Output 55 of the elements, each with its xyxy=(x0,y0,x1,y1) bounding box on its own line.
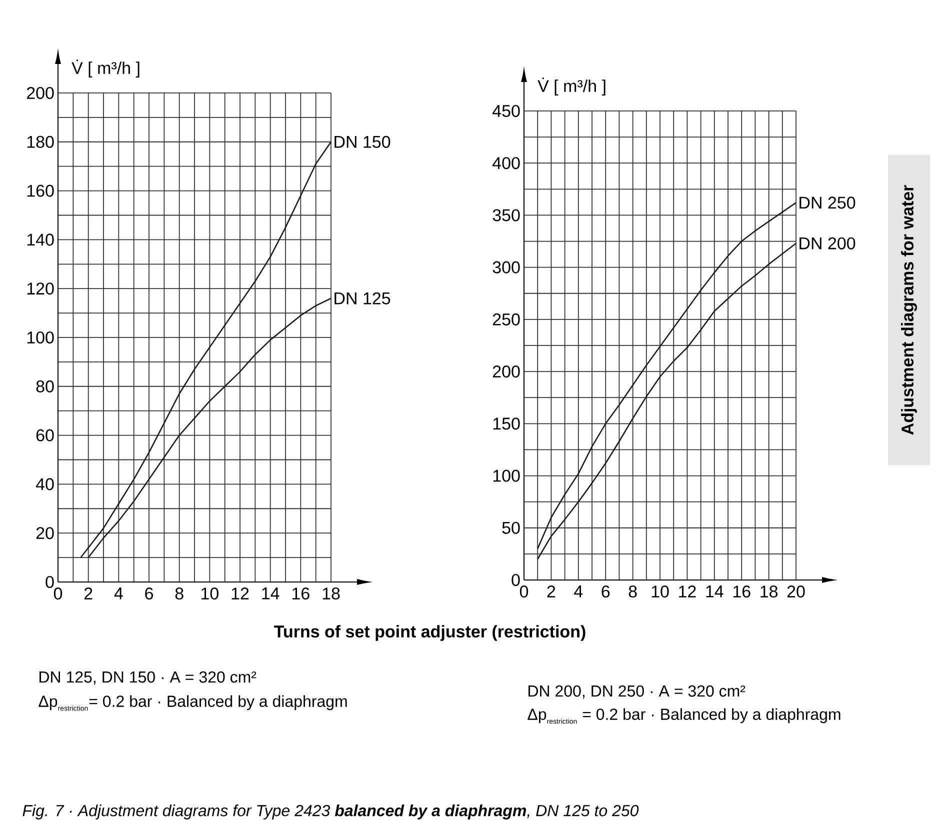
x-tick-label: 6 xyxy=(145,588,153,600)
text: $\mbox{Δp}_{\mbox{\scriptsize restriction}}\mbox{ = 0.2 bar · Balanced by a diaphragm}$ xyxy=(528,708,840,724)
y-tick-label: 50 xyxy=(502,522,520,534)
x-tick-label: 4 xyxy=(114,588,123,600)
y-tick-label: 400 xyxy=(492,157,520,170)
text: DN 125, DN 150 · A = 320 cm² xyxy=(40,671,256,685)
series-label: DN 150 xyxy=(334,136,390,148)
y-tick-label: 120 xyxy=(27,282,54,295)
text: DN 200, DN 250 · A = 320 cm² xyxy=(528,685,746,699)
y-tick-label: 100 xyxy=(27,331,54,344)
x-tick-label: 12 xyxy=(679,586,696,598)
x-tick-label: 8 xyxy=(175,588,184,600)
x-tick-label: 14 xyxy=(262,588,280,600)
y-tick-label: 0 xyxy=(46,576,54,588)
y-tick-label: 40 xyxy=(36,478,54,490)
x-tick-label: 8 xyxy=(628,586,637,598)
x-axis-title: Turns of set point adjuster (restriction) xyxy=(274,625,586,641)
x-tick-label: 16 xyxy=(733,586,750,598)
y-tick-label: 200 xyxy=(26,86,54,100)
x-tick-label: 10 xyxy=(652,586,669,598)
x-tick-label: 6 xyxy=(602,586,610,598)
y-tick-label: 450 xyxy=(492,104,520,118)
y-tick-label: 250 xyxy=(492,313,520,326)
series-label: DN 200 xyxy=(800,237,856,250)
x-tick-label: 16 xyxy=(292,588,310,600)
caption: Fig. 7 · Adjustment diagrams for Type 2423 balanced by a diaphragm, DN 125 to 250 xyxy=(22,804,639,820)
x-tick-label: 2 xyxy=(547,586,556,598)
series-label: DN 125 xyxy=(334,292,390,304)
text: $\mbox{Δp}_{\mbox{\scriptsize restriction}}\mbox{= 0.2 bar · Balanced by a diaphragm}$ xyxy=(38,695,347,711)
x-tick-label: 20 xyxy=(787,586,805,598)
y-axis-title: V̇ [ m³/h ] xyxy=(72,60,140,78)
y-tick-label: 100 xyxy=(493,470,520,482)
y-tick-label: 160 xyxy=(27,184,54,197)
x-tick-label: 0 xyxy=(54,588,62,600)
x-tick-label: 2 xyxy=(84,588,92,600)
x-tick-label: 18 xyxy=(322,588,340,600)
text: Adjustment diagrams for water xyxy=(901,185,917,435)
x-tick-label: 14 xyxy=(706,586,724,598)
y-tick-label: 0 xyxy=(512,574,520,586)
y-tick-label: 180 xyxy=(27,136,54,148)
x-tick-label: 4 xyxy=(574,586,583,598)
y-tick-label: 300 xyxy=(492,261,520,274)
y-axis-title: V̇ [ m³/h ] xyxy=(538,78,606,96)
x-tick-label: 12 xyxy=(232,588,249,600)
x-tick-label: 10 xyxy=(202,588,218,600)
y-tick-label: 350 xyxy=(492,209,520,222)
y-tick-label: 200 xyxy=(492,366,520,378)
y-tick-label: 20 xyxy=(36,527,54,540)
y-tick-label: 60 xyxy=(36,429,54,442)
series-label: DN 250 xyxy=(800,196,856,209)
y-tick-label: 80 xyxy=(36,380,54,392)
x-tick-label: 0 xyxy=(520,586,528,598)
x-tick-label: 18 xyxy=(760,586,778,598)
y-tick-label: 140 xyxy=(27,234,54,246)
y-tick-label: 150 xyxy=(493,418,520,430)
